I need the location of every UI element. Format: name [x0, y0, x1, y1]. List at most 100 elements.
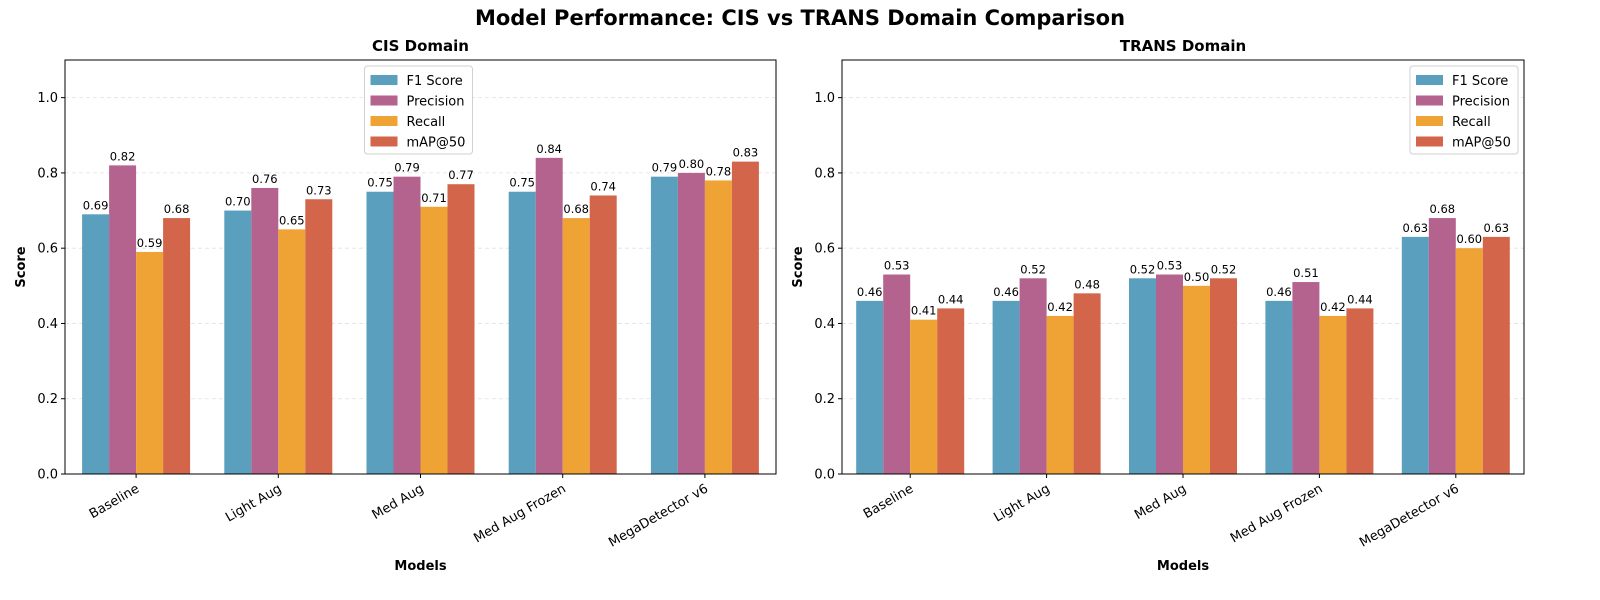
- legend-label: F1 Score: [1452, 74, 1508, 89]
- bar-value-label: 0.44: [938, 292, 964, 306]
- bar-value-label: 0.60: [1456, 232, 1482, 246]
- y-tick-label: 1.0: [814, 91, 835, 106]
- bar: [1210, 278, 1237, 474]
- bar: [1455, 248, 1483, 474]
- bar: [420, 206, 448, 475]
- bar: [1482, 236, 1510, 474]
- bar: [82, 214, 110, 475]
- bar-value-label: 0.76: [252, 172, 278, 186]
- bar-value-label: 0.50: [1184, 270, 1210, 284]
- legend-swatch: [370, 75, 398, 85]
- bar: [704, 180, 732, 474]
- bar-value-label: 0.79: [652, 161, 678, 175]
- legend-label: F1 Score: [407, 74, 463, 89]
- bar: [937, 308, 965, 474]
- y-tick-label: 0.8: [37, 166, 58, 181]
- bar-value-label: 0.46: [993, 285, 1019, 299]
- chart-panel-1: 0.0 0.2 0.4 0.6 0.8 1.0 0.69 0.82 0.59 0.68 Baseli…: [14, 37, 777, 574]
- x-tick-label: MegaDetector v6: [1357, 481, 1462, 550]
- x-tick-label: Baseline: [87, 481, 142, 522]
- figure-title: Model Performance: CIS vs TRANS Domain C…: [474, 6, 1126, 30]
- bar-value-label: 0.68: [563, 202, 589, 216]
- bar-value-label: 0.79: [394, 161, 420, 175]
- bar-value-label: 0.51: [1293, 266, 1319, 280]
- bar: [731, 161, 759, 475]
- axes-frame: [64, 59, 777, 475]
- bar-value-label: 0.83: [733, 146, 759, 160]
- bar: [1046, 315, 1074, 474]
- bar-value-label: 0.63: [1402, 221, 1428, 235]
- y-tick-label: 0.0: [37, 468, 58, 483]
- bar: [535, 157, 563, 474]
- x-tick-label: Light Aug: [223, 481, 284, 525]
- legend-swatch: [370, 116, 398, 126]
- bar-value-label: 0.46: [1266, 285, 1292, 299]
- legend-box: [1409, 65, 1519, 155]
- bar: [1019, 278, 1047, 474]
- y-tick-label: 0.2: [37, 392, 58, 407]
- legend-swatch: [1416, 75, 1443, 85]
- y-axis-label: Score: [14, 246, 29, 287]
- bar-value-label: 0.44: [1347, 292, 1373, 306]
- bar: [447, 184, 475, 474]
- bar: [163, 218, 191, 474]
- y-tick-label: 1.0: [37, 91, 58, 106]
- bar-value-label: 0.74: [590, 179, 616, 193]
- x-tick-label: Med Aug: [370, 481, 427, 522]
- bar: [1319, 315, 1347, 474]
- x-tick-label: Med Aug: [1132, 481, 1189, 522]
- bar: [278, 229, 306, 474]
- x-tick-label: Baseline: [861, 481, 916, 522]
- chart-panel-2: 0.00.20.40.60.81.00.460.530.410.44Baseli…: [791, 37, 1525, 574]
- bar: [136, 251, 164, 474]
- x-tick-label: Med Aug Frozen: [1228, 481, 1325, 546]
- bar: [1292, 282, 1320, 474]
- legend-label: Precision: [407, 95, 465, 110]
- chart-title: CIS Domain: [372, 37, 469, 55]
- legend-label: mAP@50: [1452, 136, 1511, 151]
- bar: [856, 300, 884, 474]
- bar: [677, 172, 705, 474]
- bar-value-label: 0.48: [1074, 277, 1100, 291]
- bar-value-label: 0.42: [1320, 300, 1346, 314]
- y-tick-label: 0.6: [814, 242, 835, 257]
- bar-value-label: 0.75: [509, 176, 535, 190]
- y-tick-label: 0.2: [814, 392, 835, 407]
- x-tick-label: Light Aug: [991, 481, 1052, 525]
- bar-value-label: 0.71: [421, 191, 447, 205]
- bar-value-label: 0.75: [367, 176, 393, 190]
- bar-value-label: 0.59: [137, 236, 163, 250]
- bar: [589, 195, 617, 474]
- bar-value-label: 0.63: [1483, 221, 1509, 235]
- bar: [366, 191, 394, 474]
- y-tick-label: 0.0: [814, 468, 835, 483]
- bar: [1129, 278, 1156, 474]
- bar: [305, 199, 333, 474]
- bar: [562, 218, 590, 474]
- bar: [1401, 236, 1429, 474]
- legend-swatch: [1416, 136, 1443, 147]
- bar-value-label: 0.77: [448, 168, 474, 182]
- x-axis-label: Models: [394, 559, 446, 574]
- y-tick-label: 0.4: [37, 317, 58, 332]
- bar: [1073, 293, 1101, 474]
- bar-value-label: 0.42: [1047, 300, 1073, 314]
- bar: [1183, 285, 1210, 474]
- bar: [1428, 218, 1456, 474]
- bar: [109, 165, 137, 474]
- bar-value-label: 0.65: [279, 213, 305, 227]
- legend-swatch: [1416, 116, 1443, 126]
- legend-swatch: [1416, 95, 1443, 106]
- bar: [508, 191, 536, 474]
- bar: [224, 210, 252, 474]
- legend: F1 Score Precision Recall mAP@50: [1409, 65, 1519, 155]
- y-tick-label: 0.4: [814, 317, 835, 332]
- bar-value-label: 0.53: [884, 259, 910, 273]
- y-tick-label: 0.6: [37, 242, 58, 257]
- x-tick-label: Med Aug Frozen: [471, 481, 568, 546]
- bar-value-label: 0.84: [536, 142, 562, 156]
- legend-swatch: [370, 136, 398, 147]
- legend-box: [364, 65, 473, 155]
- bar-value-label: 0.52: [1020, 262, 1046, 276]
